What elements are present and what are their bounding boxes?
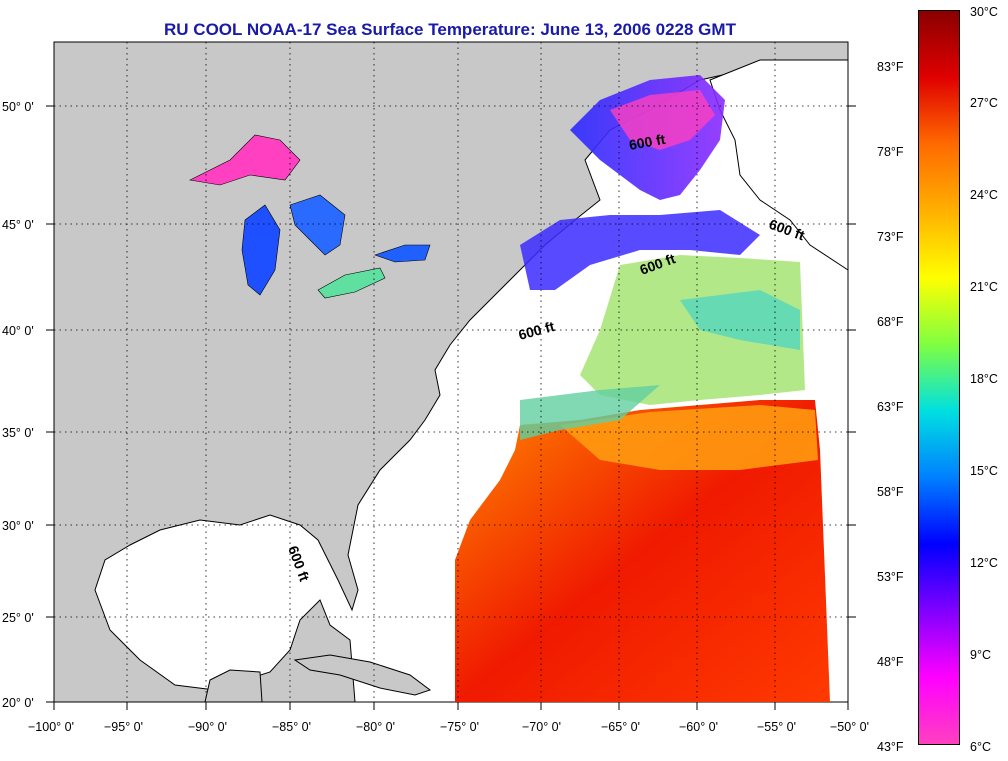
lat-label: 45° 0' — [2, 218, 34, 232]
lake-huron — [289, 194, 346, 256]
map-title: RU COOL NOAA-17 Sea Surface Temperature:… — [164, 20, 736, 39]
colorbar-c-label: 18°C — [970, 372, 998, 386]
colorbar-f-label: 68°F — [877, 315, 904, 329]
lat-label: 50° 0' — [2, 100, 34, 114]
lon-label: −55° 0' — [757, 720, 796, 734]
land-yucatan — [204, 669, 263, 703]
sst-gulf-st-lawrence-pink — [610, 90, 715, 150]
colorbar-f-label: 58°F — [877, 485, 904, 499]
colorbar-f-label: 63°F — [877, 400, 904, 414]
lon-label: −60° 0' — [679, 720, 718, 734]
lake-michigan — [241, 204, 281, 296]
lat-label: 40° 0' — [2, 324, 34, 338]
graticule — [54, 42, 848, 702]
lat-label: 25° 0' — [2, 611, 34, 625]
colorbar-f-label: 83°F — [877, 60, 904, 74]
sst-gulf-maine — [520, 210, 760, 290]
lon-label: −95° 0' — [104, 720, 143, 734]
sst-gulf-stream-orange — [560, 405, 818, 470]
lon-label: −90° 0' — [188, 720, 227, 734]
colorbar-c-label: 9°C — [970, 648, 991, 662]
lat-label: 20° 0' — [2, 696, 34, 710]
latitude-labels: 20° 0' 25° 0' 30° 0' 35° 0' 40° 0' 45° 0… — [2, 100, 34, 710]
colorbar-c-label: 24°C — [970, 188, 998, 202]
colorbar-c-label: 21°C — [970, 280, 998, 294]
land-labrador — [709, 59, 849, 271]
colorbar-c-label: 30°C — [970, 5, 998, 19]
lat-label: 35° 0' — [2, 426, 34, 440]
lon-label: −100° 0' — [28, 720, 74, 734]
longitude-labels: −100° 0' −95° 0' −90° 0' −85° 0' −80° 0'… — [28, 720, 869, 734]
colorbar-c-label: 12°C — [970, 556, 998, 570]
sst-gulf-stream — [455, 400, 830, 702]
colorbar-c-label: 6°C — [970, 740, 991, 754]
land-cuba — [293, 654, 432, 696]
lon-label: −75° 0' — [440, 720, 479, 734]
lon-label: −80° 0' — [356, 720, 395, 734]
colorbar-f-label: 43°F — [877, 740, 904, 754]
sst-slope-cyan — [680, 290, 800, 350]
lon-label: −65° 0' — [601, 720, 640, 734]
colorbar-f-label: 53°F — [877, 570, 904, 584]
colorbar-f-label: 73°F — [877, 230, 904, 244]
lake-erie — [317, 267, 386, 299]
land-north-america — [53, 41, 849, 703]
temperature-colorbar — [918, 10, 960, 745]
colorbar-f-label: 78°F — [877, 145, 904, 159]
colorbar-c-label: 15°C — [970, 464, 998, 478]
lake-ontario — [374, 244, 431, 263]
isobath-label: 600 ft — [628, 131, 667, 153]
lat-label: 30° 0' — [2, 519, 34, 533]
axis-ticks — [46, 105, 856, 710]
lon-label: −85° 0' — [272, 720, 311, 734]
colorbar-c-label: 27°C — [970, 96, 998, 110]
lon-label: −50° 0' — [830, 720, 869, 734]
lake-superior — [189, 134, 301, 186]
colorbar-f-label: 48°F — [877, 655, 904, 669]
lon-label: −70° 0' — [522, 720, 561, 734]
sst-transition — [520, 385, 660, 440]
